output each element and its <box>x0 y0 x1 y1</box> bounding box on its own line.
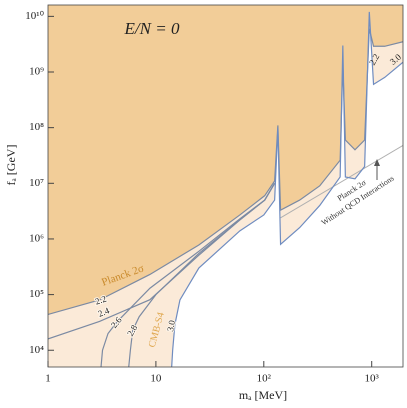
y-tick-label: 10⁶ <box>29 232 44 244</box>
contour-line <box>171 11 403 367</box>
excluded-region <box>48 5 403 367</box>
y-tick-label: 10⁷ <box>29 177 44 189</box>
contour-label: 3.0 <box>165 319 177 332</box>
contour-label: 2.2 <box>367 52 381 67</box>
plot-frame <box>47 4 404 368</box>
plot-area <box>48 5 403 367</box>
x-tick-label: 10³ <box>365 373 380 385</box>
reference-line <box>280 144 403 219</box>
y-tick-label: 10⁹ <box>29 66 44 78</box>
contour-label: 2.2 <box>94 294 108 307</box>
y-tick-label: 10⁴ <box>29 344 44 356</box>
contour-line <box>128 182 276 367</box>
x-axis-label: mₐ [MeV] <box>239 388 287 402</box>
arrow-head <box>374 159 380 166</box>
x-tick-label: 10 <box>150 373 162 385</box>
y-tick-label: 10¹⁰ <box>25 10 44 22</box>
y-tick-label: 10⁸ <box>29 121 44 133</box>
y-tick-label: 10⁵ <box>29 288 44 300</box>
chart-title: E/N = 0 <box>124 19 180 38</box>
y-axis-label: fₐ [GeV] <box>4 145 18 186</box>
x-tick-label: 10² <box>257 373 272 385</box>
x-tick-label: 1 <box>45 373 51 385</box>
